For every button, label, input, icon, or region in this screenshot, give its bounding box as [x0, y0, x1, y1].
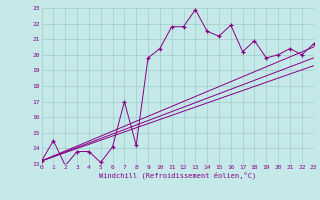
X-axis label: Windchill (Refroidissement éolien,°C): Windchill (Refroidissement éolien,°C): [99, 172, 256, 179]
